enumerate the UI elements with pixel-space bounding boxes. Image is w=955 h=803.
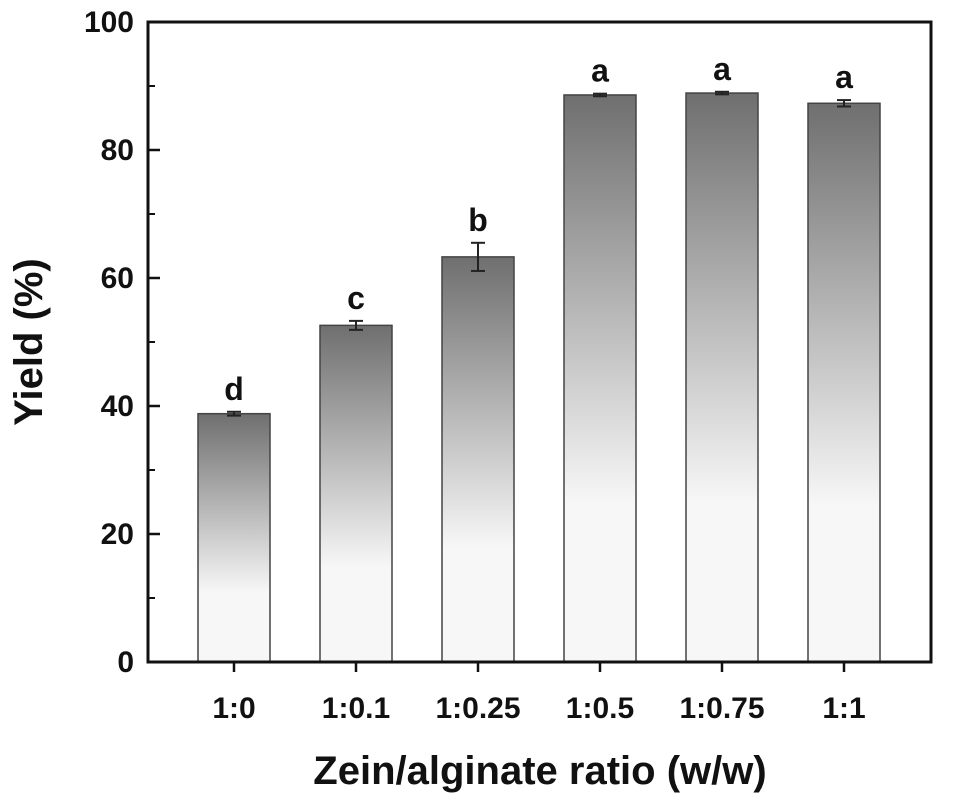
bar xyxy=(197,412,271,663)
x-tick-label: 1:1 xyxy=(822,692,865,725)
bars-layer: d c b a a a xyxy=(197,51,881,663)
y-tick-label: 0 xyxy=(117,646,134,679)
x-tick-label: 1:0.75 xyxy=(679,692,764,725)
y-tick-label: 40 xyxy=(101,390,134,423)
significance-label: a xyxy=(591,53,609,89)
bar xyxy=(685,92,759,663)
bar xyxy=(441,256,515,663)
y-tick-label: 20 xyxy=(101,518,134,551)
bar xyxy=(807,102,881,663)
bar xyxy=(319,324,393,663)
x-tick-label: 1:0.1 xyxy=(322,692,390,725)
x-tick-label: 1:0 xyxy=(212,692,255,725)
bar xyxy=(563,94,637,663)
y-tick-label: 60 xyxy=(101,262,134,295)
x-tick-label: 1:0.5 xyxy=(566,692,634,725)
significance-label: a xyxy=(713,51,731,87)
x-axis-title: Zein/alginate ratio (w/w) xyxy=(313,749,766,793)
significance-label: a xyxy=(835,59,853,95)
axes-layer: 1:0 1:0.1 1:0.25 1:0.5 1:0.75 1:1 0 20 40 60 80 100 xyxy=(84,6,866,725)
significance-label: d xyxy=(224,371,244,407)
significance-label: b xyxy=(468,202,488,238)
y-tick-label: 80 xyxy=(101,134,134,167)
x-tick-label: 1:0.25 xyxy=(435,692,520,725)
y-tick-label: 100 xyxy=(84,6,134,39)
significance-label: c xyxy=(347,280,365,316)
y-axis-title: Yield (%) xyxy=(7,258,51,425)
